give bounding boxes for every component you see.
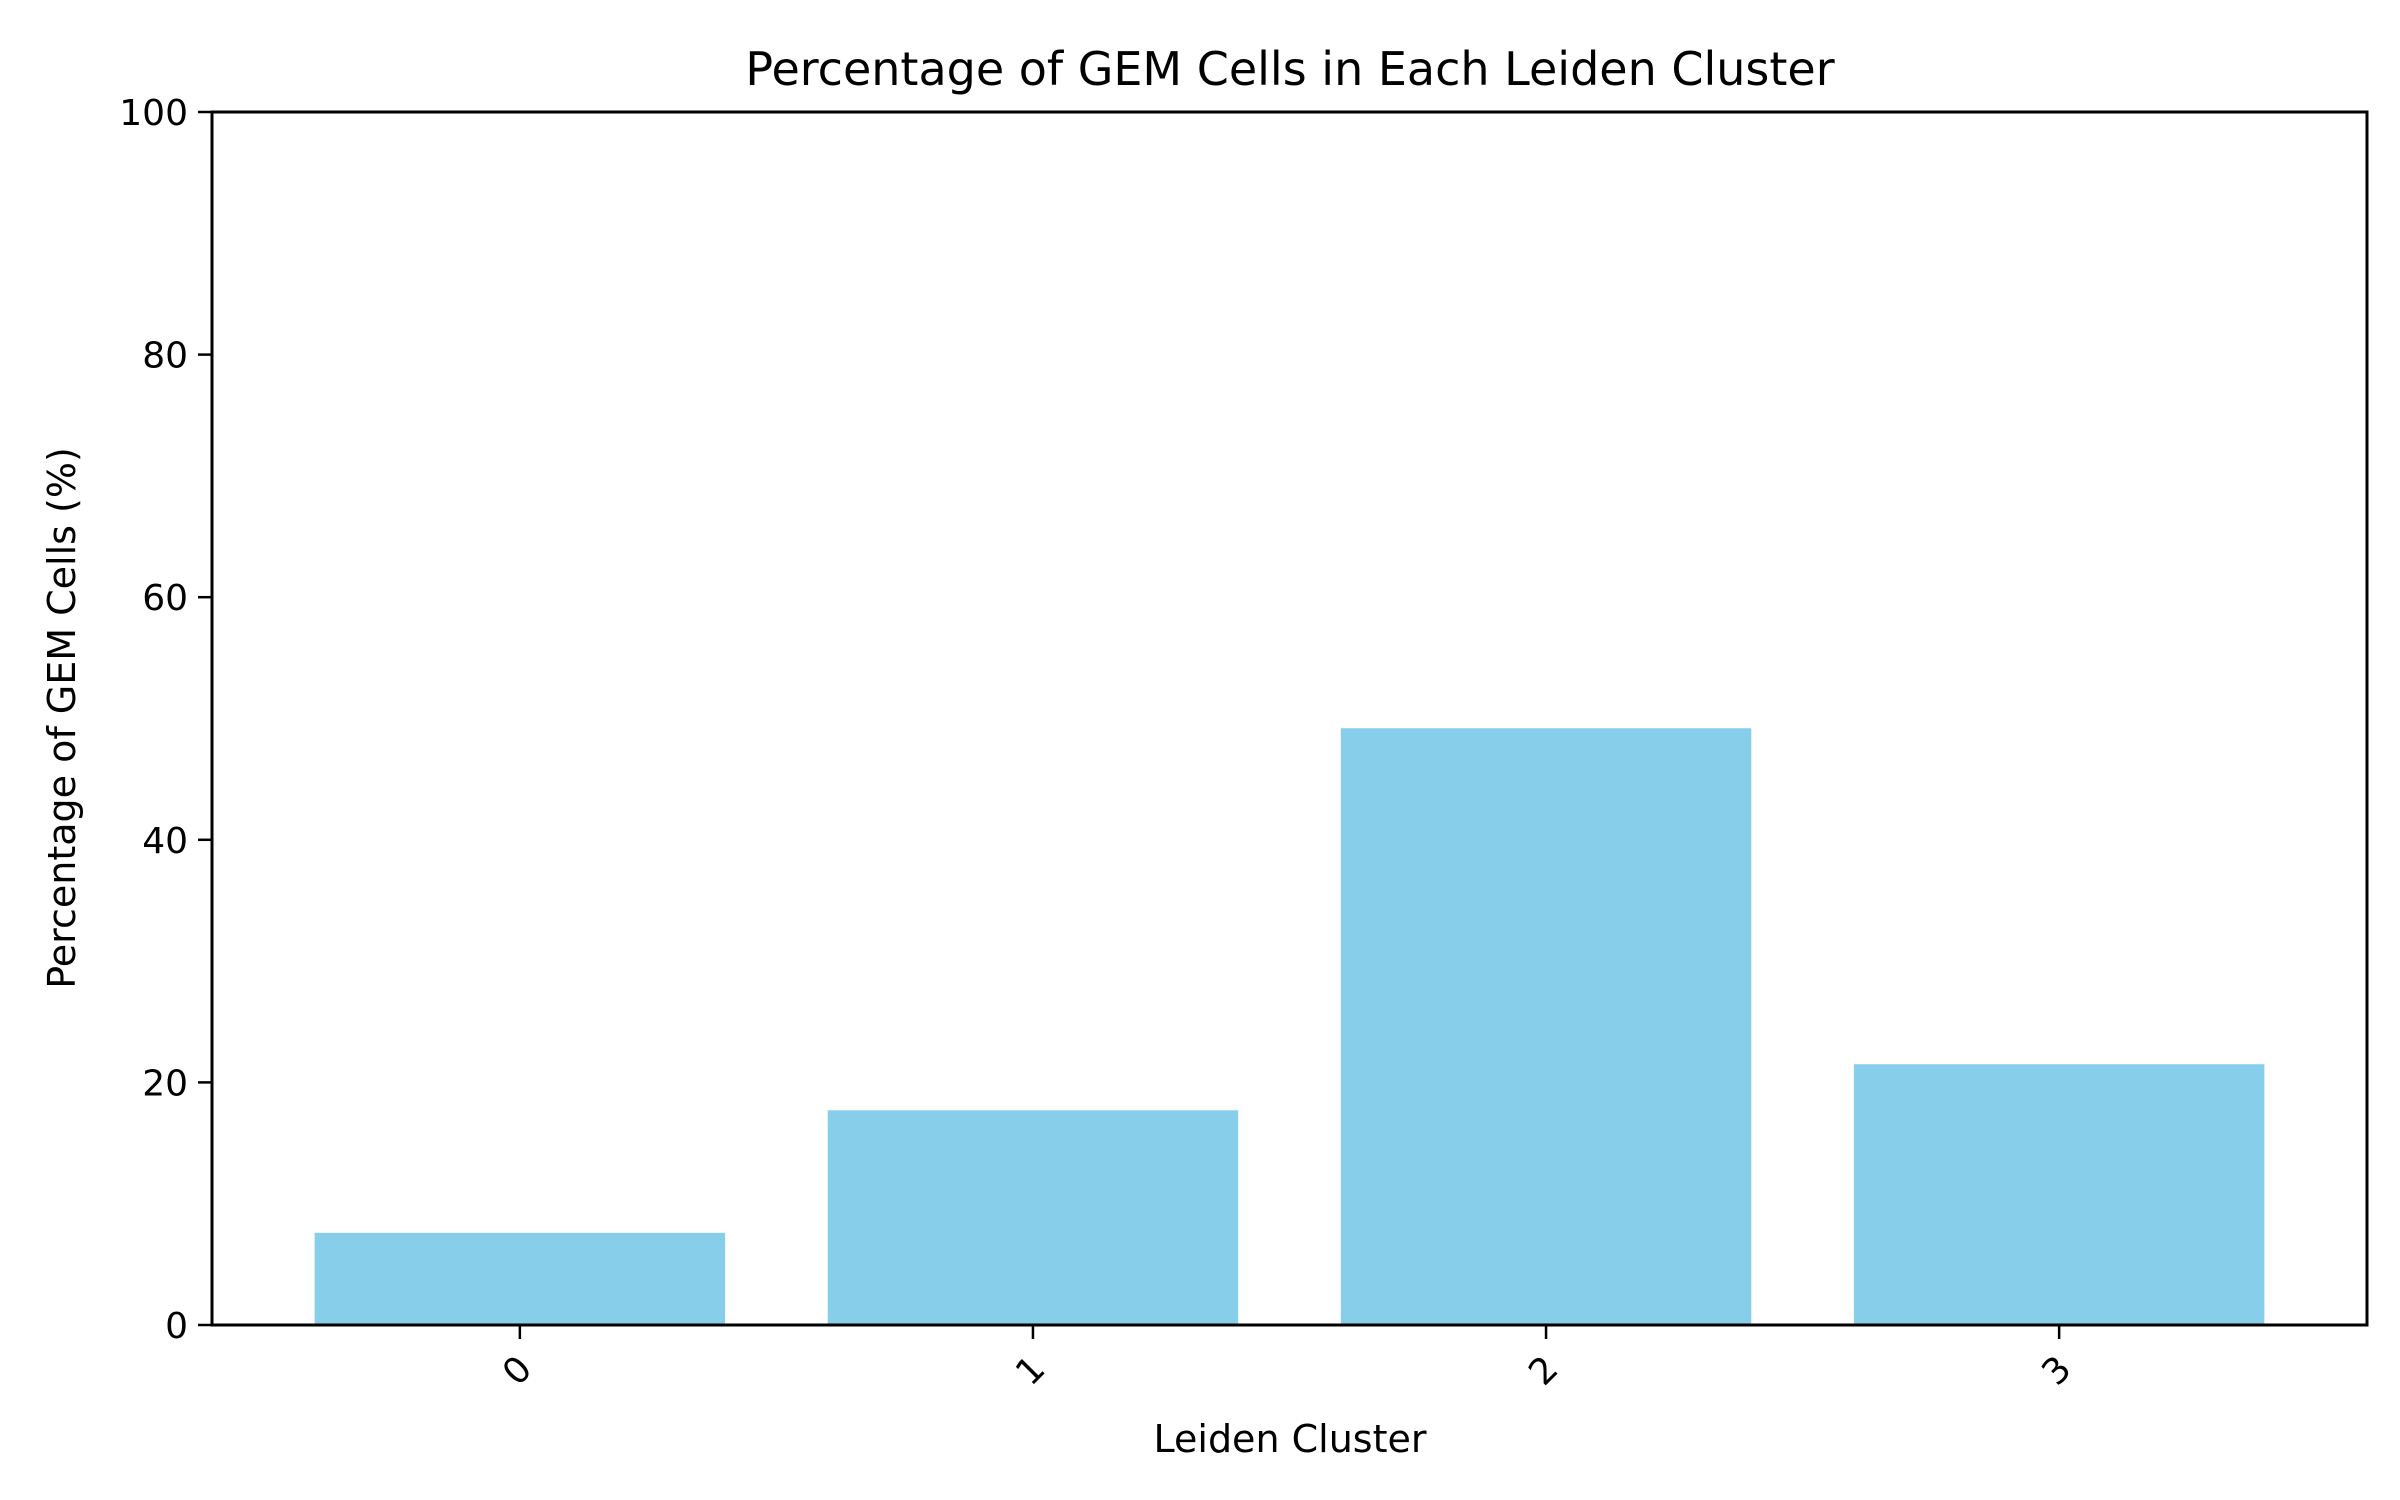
y-tick-label: 80 [142, 336, 188, 377]
plot-area-frame [210, 110, 2369, 1327]
y-tick-label: 20 [142, 1063, 188, 1104]
bar-cluster-2 [1340, 728, 1752, 1325]
x-axis-label: Leiden Cluster [1154, 1417, 1427, 1461]
y-axis: 0 20 40 60 80 100 [119, 93, 212, 1347]
y-tick-label: 40 [142, 821, 188, 862]
y-tick-label: 0 [165, 1306, 188, 1347]
y-axis-label: Percentage of GEM Cells (%) [40, 447, 84, 989]
chart-title: Percentage of GEM Cells in Each Leiden C… [745, 42, 1834, 96]
y-tick-label: 60 [142, 578, 188, 619]
bar-cluster-1 [827, 1110, 1239, 1325]
y-tick-label: 100 [119, 93, 188, 134]
bars-layer [314, 728, 2265, 1325]
bar-cluster-0 [314, 1232, 726, 1325]
bar-cluster-3 [1853, 1064, 2265, 1325]
